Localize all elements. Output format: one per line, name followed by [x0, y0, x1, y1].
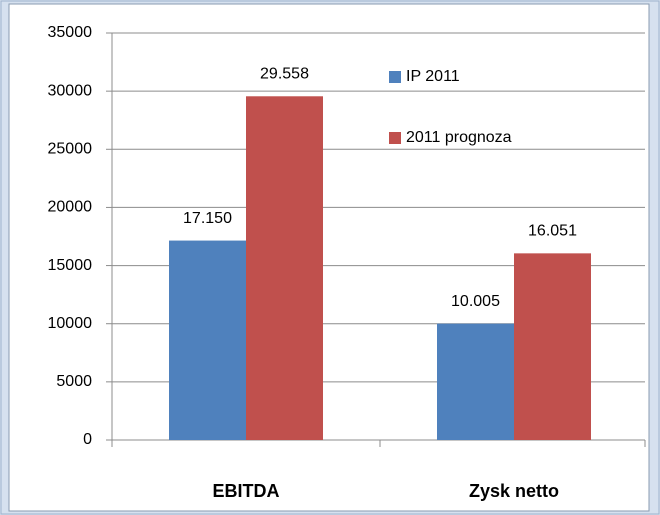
x-tick-label: Zysk netto: [469, 481, 559, 501]
legend-label: IP 2011: [406, 68, 460, 85]
y-tick-label: 30000: [48, 82, 93, 99]
bar: [437, 323, 514, 440]
y-tick-label: 5000: [56, 373, 92, 390]
legend-swatch: [389, 71, 401, 83]
y-tick-label: 25000: [48, 141, 93, 158]
value-label: 17.150: [183, 210, 232, 227]
value-label: 10.005: [451, 293, 500, 310]
bar: [169, 240, 246, 440]
y-tick-label: 35000: [48, 24, 93, 41]
legend-swatch: [389, 132, 401, 144]
y-tick-label: 0: [83, 431, 92, 448]
bar: [246, 96, 323, 440]
x-tick-label: EBITDA: [213, 481, 280, 501]
bar: [514, 253, 591, 440]
y-tick-label: 15000: [48, 257, 93, 274]
value-label: 29.558: [260, 66, 309, 83]
legend-label: 2011 prognoza: [406, 129, 512, 146]
y-tick-label: 10000: [48, 315, 93, 332]
y-tick-label: 20000: [48, 199, 93, 216]
value-label: 16.051: [528, 223, 577, 240]
